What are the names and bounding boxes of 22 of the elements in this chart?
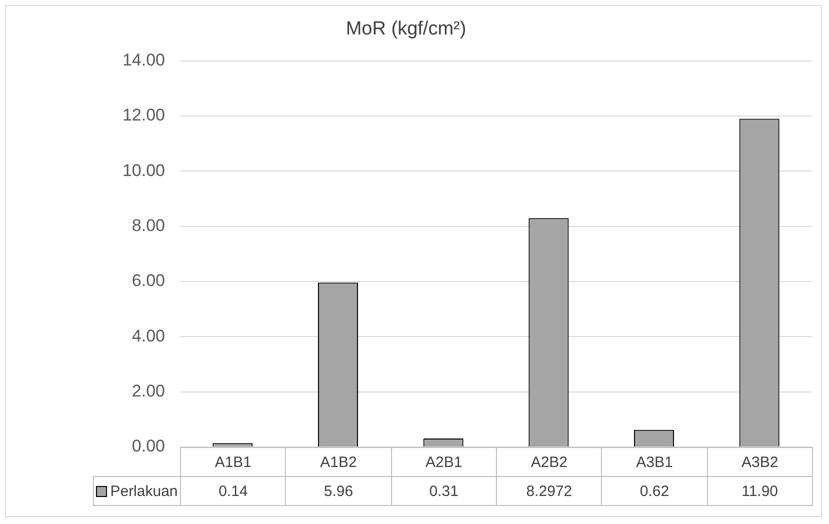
data-label: 11.90 — [706, 476, 813, 506]
y-tick-label: 14.00 — [122, 50, 165, 70]
legend-label: Perlakuan — [93, 476, 181, 506]
x-tick-label: A3B2 — [706, 447, 813, 477]
x-tick-label: A2B1 — [390, 447, 497, 477]
x-tick-label: A1B1 — [180, 447, 286, 477]
data-label: 8.2972 — [496, 476, 602, 506]
chart-title: MoR (kgf/cm²) — [346, 18, 466, 40]
data-label: 0.62 — [601, 476, 708, 506]
data-label: 0.31 — [390, 476, 497, 506]
y-tick-label: 6.00 — [132, 271, 165, 290]
y-tick-label: 8.00 — [132, 216, 165, 235]
x-tick-label: A2B2 — [496, 447, 602, 477]
y-tick-label: 10.00 — [122, 160, 165, 180]
y-tick-label: 0.00 — [132, 436, 165, 456]
x-tick-label: A1B2 — [285, 447, 392, 477]
y-tick-label: 2.00 — [132, 382, 165, 401]
data-label: 5.96 — [285, 476, 392, 506]
y-tick-label: 12.00 — [122, 106, 165, 125]
data-label: 0.14 — [180, 476, 286, 506]
x-tick-label: A3B1 — [601, 447, 708, 477]
y-tick-label: 4.00 — [132, 326, 165, 346]
